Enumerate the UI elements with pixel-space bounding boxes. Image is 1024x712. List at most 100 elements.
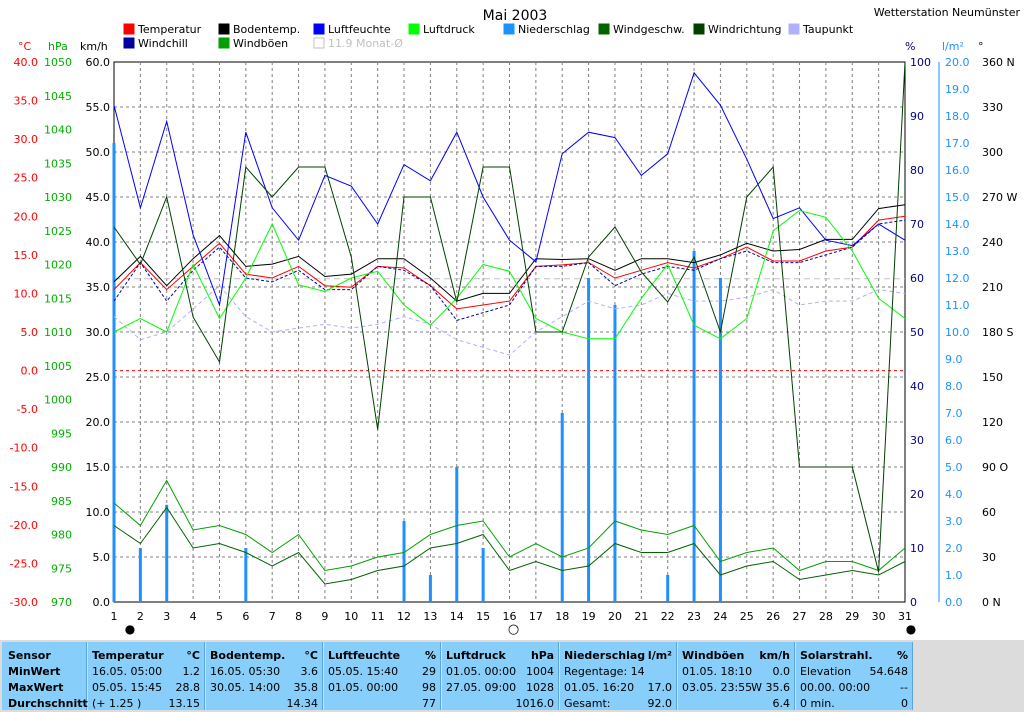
x-tick-label: 15 (476, 610, 490, 623)
niederschlag-bar (718, 278, 722, 602)
rain-tick-label: 15.0 (945, 191, 970, 204)
x-tick-label: 27 (793, 610, 807, 623)
hpa-tick-label: 1050 (44, 56, 72, 69)
stats-cell-label: 0 min. (800, 697, 835, 710)
legend: Temperatur Bodentemp. Luftfeuchte Luftdruck… (123, 23, 854, 50)
stats-cell-label: Elevation (800, 665, 852, 678)
stats-block-unit: °C (304, 649, 318, 662)
stats-cell-label: Regentage: 14 (564, 665, 645, 678)
stats-cell-value: 92.0 (647, 697, 673, 710)
celsius-tick-label: 25.0 (14, 172, 39, 185)
series-windrichtung (113, 61, 906, 573)
stats-block: Solarstrahl.% Elevation 54.648 00.00. 00:00… (796, 642, 913, 710)
rain-tick-label: 16.0 (945, 164, 970, 177)
moon-full-icon: ● (125, 622, 135, 636)
legend-swatch (693, 23, 705, 35)
deg-tick-label: 330 (982, 101, 1003, 114)
kmh-tick-label: 25.0 (86, 371, 111, 384)
deg-tick-label: 210 (982, 281, 1003, 294)
x-tick-label: 21 (634, 610, 648, 623)
deg-tick-label: 60 (982, 506, 996, 519)
moon-full-icon: ● (906, 622, 916, 636)
stats-block-unit: % (896, 649, 908, 662)
hpa-tick-label: 1010 (44, 326, 72, 339)
stats-block-title: Temperatur (92, 649, 164, 662)
rain-tick-label: 11.0 (945, 299, 970, 312)
deg-tick-label: 120 (982, 416, 1003, 429)
hpa-tick-label: 990 (51, 461, 72, 474)
x-tick-label: 7 (269, 610, 276, 623)
niederschlag-bar (692, 251, 696, 602)
legend-label: 11.9 Monat-Ø (328, 37, 403, 50)
legend-label: Temperatur (137, 23, 202, 36)
rain-tick-label: 14.0 (945, 218, 970, 231)
stats-block-title: Luftfeuchte (328, 649, 401, 662)
niederschlag-bars (112, 143, 722, 602)
percent-tick-label: 20 (910, 488, 924, 501)
percent-tick-label: 80 (910, 164, 924, 177)
rain-tick-label: 4.0 (945, 488, 963, 501)
stats-cell-label: 16.05. 05:30 (210, 665, 281, 678)
rain-tick-label: 3.0 (945, 515, 963, 528)
stats-panel: Sensor MinWert MaxWert Durchschnitt Temp… (0, 640, 1024, 712)
rain-tick-label: 12.0 (945, 272, 970, 285)
rain-tick-label: 13.0 (945, 245, 970, 258)
series-windböen (113, 479, 906, 572)
stats-cell-label: 05.05. 15:45 (92, 681, 163, 694)
stats-cell-label: 16.05. 05:00 (92, 665, 163, 678)
stats-cell-value: 29 (422, 665, 436, 678)
sensor-min: MinWert (8, 665, 61, 678)
hpa-tick-label: 1005 (44, 360, 72, 373)
series-bodentemp- (113, 204, 906, 302)
x-tick-label: 31 (898, 610, 912, 623)
legend-swatch (788, 23, 800, 35)
stats-cell-label: 03.05. 23:55 (682, 681, 753, 694)
legend-swatch (503, 23, 515, 35)
stats-cell-value: 14.34 (286, 697, 319, 710)
hpa-tick-label: 1040 (44, 124, 72, 137)
stats-block-title: Luftdruck (446, 649, 506, 662)
stats-block: Temperatur °C 16.05. 05:00 1.2 05.05. 15:45 2… (88, 642, 205, 710)
series-taupunkt (113, 284, 906, 356)
stats-cell-label: 01.05. 18:10 (682, 665, 753, 678)
rain-tick-label: 0.0 (945, 596, 963, 609)
legend-label: Niederschlag (518, 23, 590, 36)
x-tick-label: 2 (137, 610, 144, 623)
legend-swatch (313, 37, 325, 49)
stats-cell-value: 77 (422, 697, 436, 710)
hpa-tick-label: 1020 (44, 259, 72, 272)
series-luftfeuchte (113, 71, 906, 307)
kmh-tick-label: 55.0 (86, 101, 111, 114)
x-tick-label: 1 (111, 610, 118, 623)
celsius-tick-label: 15.0 (14, 249, 39, 262)
rain-tick-label: 8.0 (945, 380, 963, 393)
deg-tick-label: 180 S (982, 326, 1013, 339)
x-tick-label: 28 (819, 610, 833, 623)
x-tick-label: 14 (450, 610, 464, 623)
kmh-tick-label: 50.0 (86, 146, 111, 159)
x-tick-label: 26 (766, 610, 780, 623)
niederschlag-bar (560, 413, 564, 602)
stats-block-unit: % (424, 649, 436, 662)
rain-tick-label: 7.0 (945, 407, 963, 420)
niederschlag-bar (613, 305, 617, 602)
stats-cell-value: 3.6 (300, 665, 319, 678)
stats-block: Niederschlag l/m² Regentage: 14 01.05. 16:2… (560, 642, 677, 710)
hpa-tick-label: 970 (51, 596, 72, 609)
moon-new-icon: ○ (508, 622, 519, 637)
legend-label: Windgeschw. (613, 23, 685, 36)
stats-cell-value: 0 (901, 697, 908, 710)
moon-phases: ● ● ○ (125, 622, 916, 637)
x-tick-label: 5 (216, 610, 223, 623)
chart-title: Mai 2003 (483, 8, 548, 24)
percent-tick-label: 50 (910, 326, 924, 339)
celsius-tick-label: -5.0 (17, 403, 38, 416)
percent-tick-label: 10 (910, 542, 924, 555)
x-tick-label: 13 (423, 610, 437, 623)
legend-swatch (313, 23, 325, 35)
x-tick-label: 11 (371, 610, 385, 623)
x-tick-label: 12 (397, 610, 411, 623)
kmh-tick-label: 45.0 (86, 191, 111, 204)
niederschlag-bar (428, 575, 432, 602)
stats-block-unit: l/m² (647, 649, 672, 662)
